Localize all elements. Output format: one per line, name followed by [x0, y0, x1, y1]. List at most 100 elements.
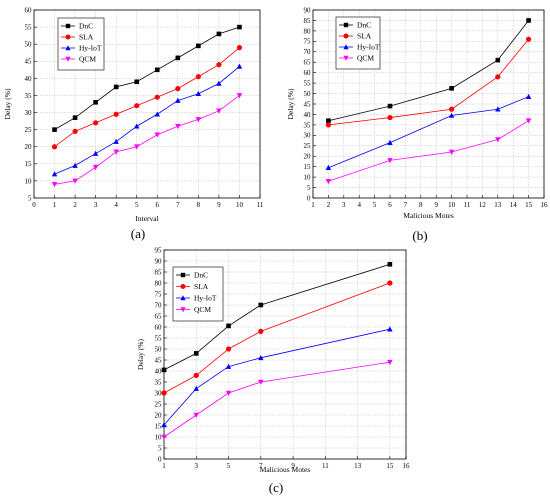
y-tick-label: 50 [155, 345, 163, 353]
panel-label-c: (c) [269, 480, 283, 495]
legend-swatch-marker [343, 33, 349, 39]
data-point [448, 112, 455, 118]
data-point [193, 385, 199, 391]
y-tick-label: 85 [155, 268, 163, 276]
x-tick-label: 15 [525, 201, 533, 209]
x-tick-label: 5 [135, 201, 139, 209]
y-tick-label: 55 [304, 80, 312, 88]
x-tick-label: 16 [541, 201, 549, 209]
data-point [196, 43, 201, 49]
legend-swatch-marker [65, 56, 71, 62]
data-point [258, 328, 264, 334]
x-tick-label: 1 [53, 201, 57, 209]
series-line [328, 120, 529, 182]
y-tick-label: 70 [304, 48, 312, 56]
x-tick-label: 12 [479, 201, 487, 209]
data-point [236, 63, 243, 69]
x-tick-label: 9 [217, 201, 221, 209]
data-point [495, 137, 501, 143]
y-tick-label: 30 [304, 132, 312, 140]
data-point [51, 144, 58, 150]
data-point [526, 36, 532, 42]
x-tick-label: 7 [176, 201, 180, 209]
y-tick-label: 90 [155, 257, 163, 265]
series-dnc [52, 24, 242, 132]
legend-swatch-marker [343, 22, 349, 28]
x-tick-label: 9 [291, 462, 295, 470]
x-axis-title: Malicious Motes [260, 465, 311, 474]
data-point [326, 118, 331, 124]
data-point [387, 280, 393, 286]
data-point [387, 114, 393, 121]
legend-label: QCM [79, 55, 96, 64]
x-axis-title: Malicious Motes [403, 211, 454, 220]
data-point [52, 127, 57, 132]
legend-label: SLA [194, 282, 209, 291]
x-tick-label: 8 [419, 201, 423, 209]
x-tick-label: 10 [448, 201, 456, 209]
y-tick-label: 0 [307, 194, 311, 202]
data-point [92, 164, 99, 171]
y-tick-label: 65 [304, 59, 312, 67]
data-point [387, 158, 393, 164]
plot-frame [33, 9, 261, 199]
series-line [54, 95, 240, 185]
data-point [325, 164, 332, 171]
legend: DnC SLA Hy-IoT QCM [57, 17, 105, 71]
data-point [72, 115, 78, 120]
x-tick-label: 8 [197, 201, 201, 209]
data-point [195, 117, 202, 123]
data-point [175, 123, 181, 130]
x-tick-label: 11 [464, 201, 471, 209]
data-point [134, 123, 140, 129]
legend-label: QCM [357, 54, 374, 63]
y-tick-label: 25 [25, 126, 33, 134]
series-line [328, 96, 529, 169]
data-point [216, 108, 222, 114]
data-point [134, 79, 140, 85]
y-tick-label: 95 [155, 246, 163, 254]
x-tick-label: 2 [73, 201, 77, 209]
data-point [195, 74, 201, 80]
legend-swatch-marker [65, 45, 71, 51]
y-axis-title: Delay (%) [286, 88, 295, 120]
chart-panel-1: 0 1 2 3 4 5 6 7 8 9 10 1151015202530354045505560Int… [3, 6, 264, 223]
y-tick-label: 30 [25, 109, 33, 117]
data-point [525, 118, 532, 124]
data-point [175, 86, 181, 92]
y-tick-label: 40 [155, 367, 163, 375]
data-point [258, 302, 264, 308]
data-point [495, 57, 501, 63]
y-tick-label: 35 [304, 121, 312, 129]
y-tick-label: 75 [155, 290, 163, 298]
data-point [495, 106, 501, 112]
data-point [449, 86, 454, 91]
y-axis-title: Delay (%) [3, 88, 12, 120]
data-point [154, 132, 160, 138]
series-sla [161, 280, 393, 396]
data-point [387, 262, 393, 267]
data-point [161, 367, 167, 373]
x-tick-label: 14 [510, 201, 518, 209]
data-point [387, 359, 393, 366]
legend-swatch-marker [343, 44, 349, 50]
data-point [225, 346, 232, 352]
y-tick-label: 15 [25, 160, 33, 168]
x-tick-label: 9 [434, 201, 438, 209]
y-tick-label: 35 [25, 92, 33, 100]
x-tick-label: 2 [327, 201, 331, 209]
series-dnc [326, 18, 531, 124]
legend: DnC SLA Hy-IoT QCM [335, 16, 381, 70]
x-tick-label: 10 [236, 201, 244, 209]
y-tick-label: 10 [304, 174, 312, 182]
data-point [325, 178, 332, 185]
x-tick-label: 11 [322, 462, 329, 470]
data-point [387, 326, 393, 332]
y-tick-label: 45 [25, 58, 33, 66]
data-point [387, 139, 393, 145]
y-tick-label: 60 [155, 323, 163, 331]
legend-label: SLA [79, 33, 94, 42]
x-tick-label: 7 [259, 462, 263, 470]
x-tick-label: 15 [386, 462, 394, 470]
